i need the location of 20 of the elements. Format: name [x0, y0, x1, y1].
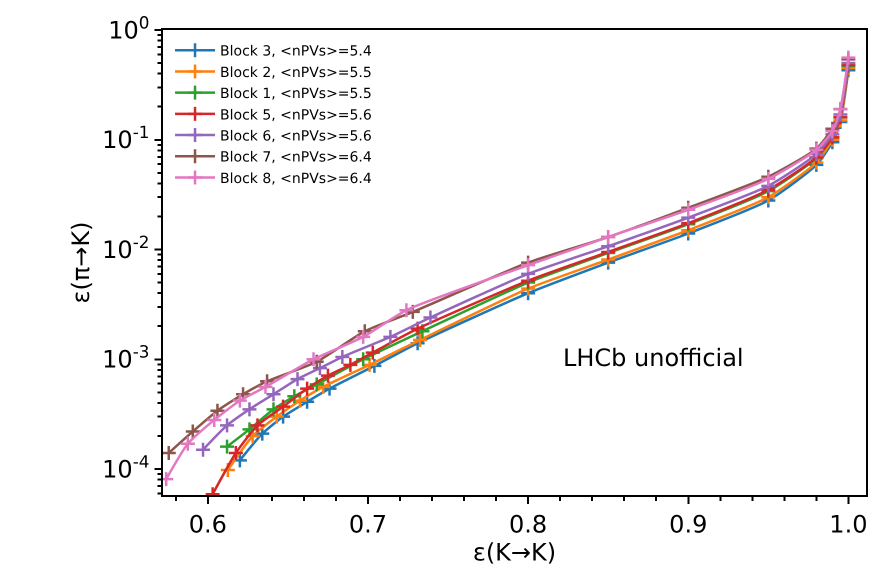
y-axis-title: ε(π→K)	[66, 222, 95, 304]
y-tick-label: 10$^{0}$	[108, 12, 150, 44]
legend-label: Block 3, <nPVs>=5.4	[220, 44, 372, 60]
y-tick-label: 10$^{-4}$	[102, 451, 150, 484]
legend-label: Block 1, <nPVs>=5.5	[220, 86, 372, 102]
legend-label: Block 2, <nPVs>=5.5	[220, 64, 372, 81]
y-tick-label: 10$^{-1}$	[102, 122, 150, 154]
x-tick-label: 0.8	[509, 510, 548, 539]
y-tick-label: 10$^{-3}$	[102, 342, 150, 374]
x-tick-label: 0.6	[188, 510, 227, 539]
x-tick-label: 1.0	[829, 510, 868, 539]
x-axis-title: ε(K→K)	[472, 538, 556, 567]
x-tick-label: 0.9	[669, 510, 708, 539]
legend-label: Block 5, <nPVs>=5.6	[220, 107, 372, 124]
annotation: LHCb unofficial	[563, 344, 744, 372]
x-tick-label: 0.7	[348, 510, 388, 539]
legend-label: Block 6, <nPVs>=5.6	[220, 128, 372, 145]
legend-label: Block 8, <nPVs>=6.4	[220, 170, 372, 187]
y-tick-label: 10$^{-2}$	[102, 232, 150, 264]
legend-label: Block 7, <nPVs>=6.4	[220, 150, 372, 166]
